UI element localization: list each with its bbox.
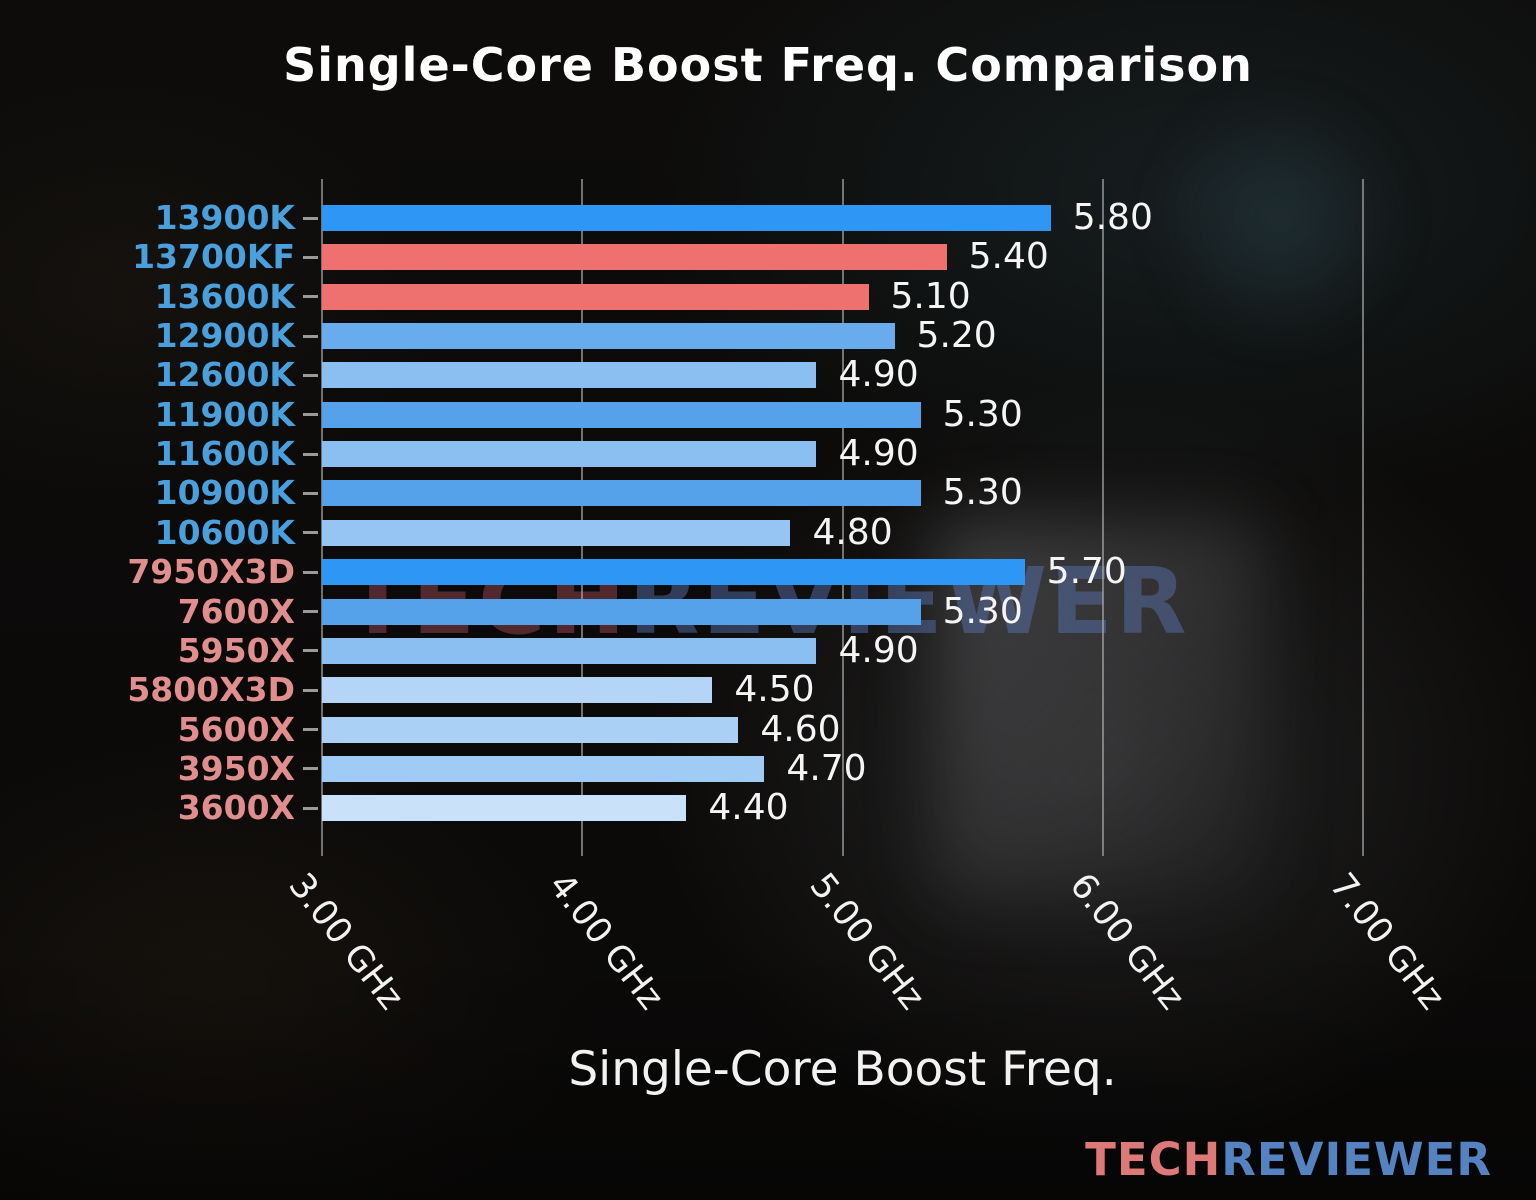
bar xyxy=(322,598,921,625)
bar xyxy=(322,401,921,428)
x-axis-label: Single-Core Boost Freq. xyxy=(568,1042,1117,1097)
category-label: 5800X3D xyxy=(127,670,295,710)
value-label: 5.80 xyxy=(1072,197,1153,238)
value-label: 4.90 xyxy=(838,629,919,671)
category-label: 11600K xyxy=(154,434,295,474)
category-label: 11900K xyxy=(154,394,295,434)
gridline xyxy=(841,179,844,856)
category-label: 5950X xyxy=(177,630,295,670)
value-label: 4.90 xyxy=(838,354,919,396)
category-label: 13600K xyxy=(154,276,295,316)
bar xyxy=(322,244,947,271)
x-tick-label: 5.00 GHz xyxy=(800,866,932,1018)
category-label: 13700KF xyxy=(132,237,295,277)
y-tick-mark xyxy=(303,413,318,417)
bar xyxy=(322,755,765,782)
y-tick-mark xyxy=(303,452,318,456)
background-vignette xyxy=(0,940,1536,1200)
x-tick-label: 4.00 GHz xyxy=(540,866,672,1018)
gridline xyxy=(1362,179,1364,856)
background-bokeh xyxy=(1150,90,1410,350)
value-label: 5.30 xyxy=(942,472,1023,514)
bar xyxy=(322,519,791,546)
y-tick-mark xyxy=(303,688,318,692)
bar xyxy=(322,362,817,389)
y-tick-mark xyxy=(303,216,318,220)
value-label: 5.10 xyxy=(890,275,971,317)
bar xyxy=(322,637,817,664)
value-label: 4.90 xyxy=(838,433,919,475)
value-label: 4.60 xyxy=(760,708,841,750)
brand-tech: TECH xyxy=(1085,1133,1222,1186)
x-tick-label: 6.00 GHz xyxy=(1061,866,1192,1018)
x-tick-label: 7.00 GHz xyxy=(1321,866,1453,1018)
y-tick-mark xyxy=(303,649,318,653)
gridline xyxy=(1101,179,1104,856)
chart-title: Single-Core Boost Freq. Comparison xyxy=(283,38,1253,92)
y-tick-mark xyxy=(303,255,318,259)
y-tick-mark xyxy=(303,610,318,613)
category-label: 3950X xyxy=(177,748,295,788)
category-label: 7600X xyxy=(177,591,295,631)
gridline xyxy=(321,179,323,856)
bar xyxy=(322,795,687,822)
gridline xyxy=(581,179,584,856)
category-label: 5600X xyxy=(177,709,295,749)
bar xyxy=(322,323,895,350)
value-label: 4.70 xyxy=(786,747,867,789)
x-tick-label: 3.00 GHz xyxy=(280,866,412,1018)
value-label: 5.30 xyxy=(942,393,1023,435)
bar xyxy=(322,480,921,507)
y-tick-mark xyxy=(303,728,318,732)
bar xyxy=(322,441,817,468)
brand-reviewer: REVIEWER xyxy=(1221,1133,1492,1186)
bar xyxy=(322,716,739,743)
value-label: 5.20 xyxy=(916,315,997,357)
bar xyxy=(322,205,1051,231)
y-tick-mark xyxy=(303,767,318,771)
value-label: 5.70 xyxy=(1046,551,1127,593)
y-tick-mark xyxy=(303,373,318,377)
value-label: 4.80 xyxy=(812,511,893,553)
value-label: 4.50 xyxy=(734,669,815,711)
bar xyxy=(322,559,1025,586)
value-label: 5.30 xyxy=(942,590,1023,632)
bar xyxy=(322,677,713,704)
y-tick-mark xyxy=(303,806,318,810)
y-tick-mark xyxy=(303,295,318,299)
category-label: 7950X3D xyxy=(127,552,295,592)
category-label: 3600X xyxy=(177,788,295,828)
y-tick-mark xyxy=(303,334,318,338)
category-label: 12600K xyxy=(154,355,295,395)
brand-logo: TECHREVIEWER xyxy=(1085,1133,1492,1186)
y-tick-mark xyxy=(303,531,318,535)
value-label: 5.40 xyxy=(968,236,1049,278)
category-label: 10600K xyxy=(154,512,295,552)
category-label: 12900K xyxy=(154,316,295,356)
bar xyxy=(322,283,869,310)
category-label: 13900K xyxy=(154,198,295,237)
y-tick-mark xyxy=(303,570,318,574)
y-tick-mark xyxy=(303,491,318,495)
value-label: 4.40 xyxy=(708,787,789,829)
category-label: 10900K xyxy=(154,473,295,513)
